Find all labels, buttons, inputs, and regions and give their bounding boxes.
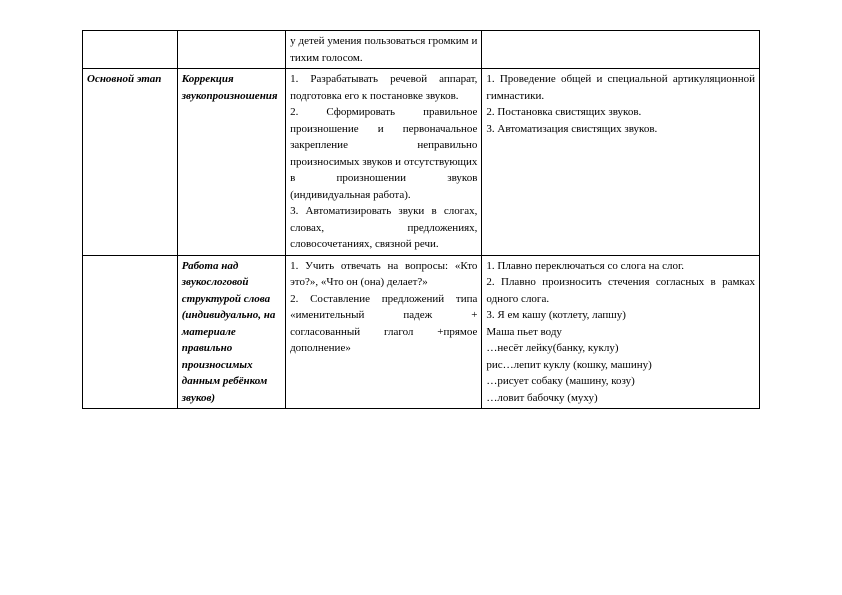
document-page: у детей умения пользоваться громким и ти… xyxy=(0,0,842,595)
cell-tasks: 1. Учить отвечать на вопросы: «Кто это?»… xyxy=(286,255,482,409)
table-row: Основной этап Коррекция звукопроизношени… xyxy=(83,69,760,256)
cell-stage xyxy=(83,255,178,409)
table-row: у детей умения пользоваться громким и ти… xyxy=(83,31,760,69)
cell-content: 1. Плавно переключаться со слога на слог… xyxy=(482,255,760,409)
cell-stage xyxy=(83,31,178,69)
cell-section: Работа над звукослоговой структурой слов… xyxy=(177,255,285,409)
cell-stage: Основной этап xyxy=(83,69,178,256)
cell-content xyxy=(482,31,760,69)
cell-tasks: 1. Разрабатывать речевой аппарат, подгот… xyxy=(286,69,482,256)
cell-tasks: у детей умения пользоваться громким и ти… xyxy=(286,31,482,69)
table-row: Работа над звукослоговой структурой слов… xyxy=(83,255,760,409)
content-table: у детей умения пользоваться громким и ти… xyxy=(82,30,760,409)
cell-section: Коррекция звукопроизношения xyxy=(177,69,285,256)
cell-section xyxy=(177,31,285,69)
cell-content: 1. Проведение общей и специальной артику… xyxy=(482,69,760,256)
